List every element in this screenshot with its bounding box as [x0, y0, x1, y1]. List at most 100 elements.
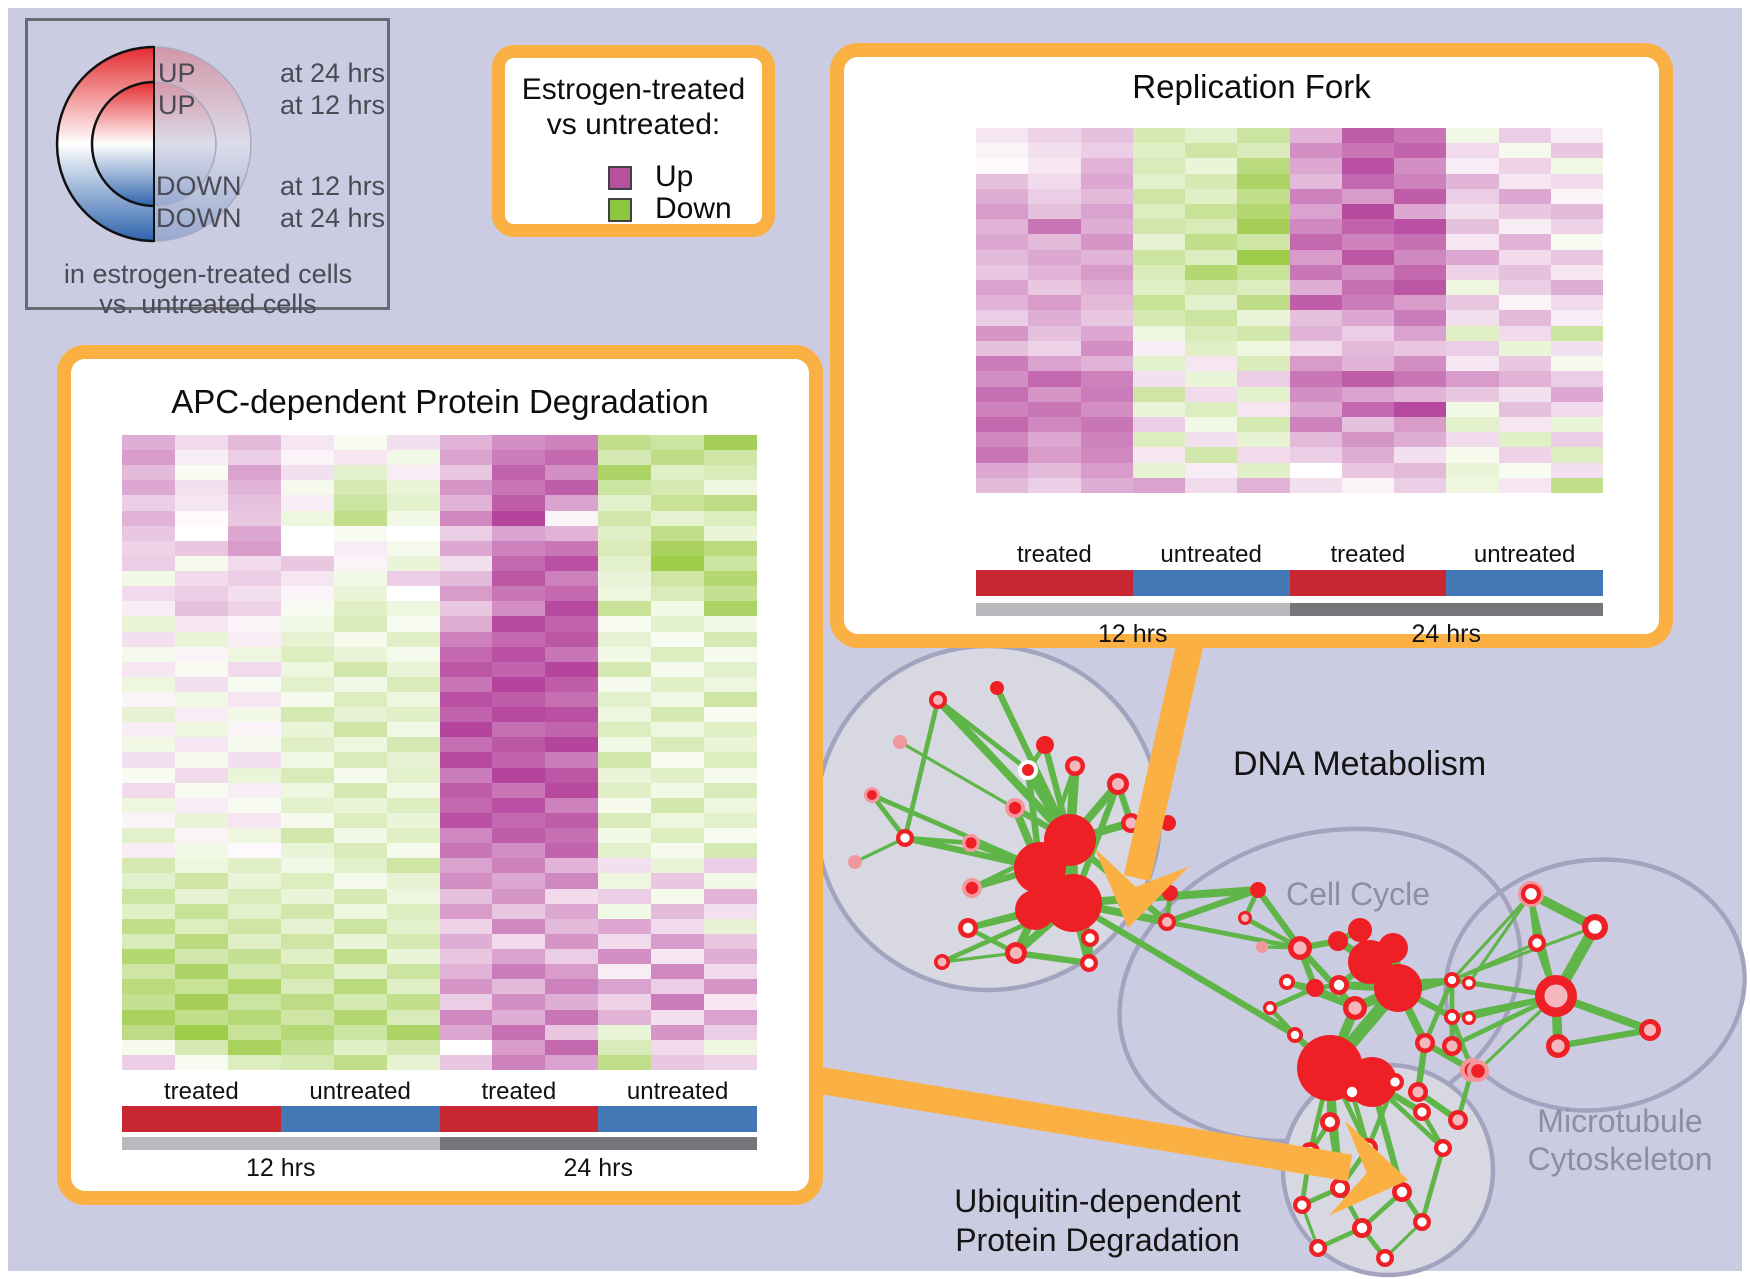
heatmap-cell — [1341, 219, 1394, 235]
heatmap-cell — [1080, 188, 1133, 205]
heatmap-cell — [122, 450, 175, 466]
network-edge — [935, 697, 1031, 773]
heatmap-cell — [386, 843, 440, 859]
heatmap-cell — [386, 797, 440, 813]
heatmap-cell — [333, 964, 387, 980]
heatmap-cell — [1185, 386, 1238, 402]
heatmap-cell — [651, 797, 705, 813]
network-node-center-c14 — [1290, 1030, 1300, 1040]
heatmap-cell — [704, 949, 757, 965]
heatmap-cell — [439, 722, 493, 738]
heatmap-cell — [492, 510, 546, 526]
legend-row-down-24: DOWN — [156, 203, 241, 234]
heatmap-cell — [545, 918, 599, 934]
heatmap-cell — [651, 692, 705, 708]
heatmap-cell — [1132, 386, 1185, 402]
heatmap-cell — [1394, 143, 1447, 159]
network-edge — [1450, 941, 1539, 982]
heatmap-cell — [174, 646, 228, 662]
heatmap-cell — [1237, 219, 1290, 235]
heatmap-cell — [227, 435, 281, 451]
network-edge — [1296, 944, 1359, 1012]
heatmap-cell — [439, 903, 493, 919]
heatmap-cell — [439, 510, 493, 526]
heatmap-cell — [1028, 158, 1081, 174]
heatmap-cell — [976, 234, 1029, 250]
heatmap-cell — [439, 949, 493, 965]
heatmap-cell — [439, 571, 493, 587]
heatmap-cell — [651, 571, 705, 587]
heatmap-cell — [1028, 204, 1081, 220]
heatmap-cell — [1028, 295, 1081, 311]
heatmap-cell — [280, 495, 334, 511]
heatmap-cell — [545, 722, 599, 738]
network-edge — [853, 836, 907, 864]
heatmap-cell — [333, 586, 387, 602]
network-node-center-c15 — [1348, 1001, 1362, 1015]
heatmap-cell — [976, 295, 1029, 311]
network-node-center-d2 — [1022, 764, 1034, 776]
cluster-ellipse-microtubule-cytoskeleton — [1443, 857, 1747, 1113]
microtubule-label-line1: Microtubule — [1537, 1103, 1703, 1139]
heatmap-cell — [598, 752, 652, 768]
heatmap-cell — [439, 767, 493, 783]
heatmap-cell — [492, 858, 546, 874]
heatmap-cell — [1394, 386, 1447, 402]
heatmap-cell — [1237, 280, 1290, 296]
network-edge — [1164, 919, 1303, 951]
heatmap-cell — [1185, 477, 1238, 493]
heatmap-cell — [1394, 447, 1447, 463]
heatmap-cell — [651, 465, 705, 481]
network-node-c2 — [1328, 931, 1348, 951]
heatmap-cell — [651, 722, 705, 738]
heatmap-cell — [598, 676, 652, 693]
heatmap-cell — [1550, 356, 1603, 372]
heatmap-cell — [704, 601, 757, 617]
heatmap-cell — [598, 767, 652, 783]
heatmap-cell — [1080, 462, 1133, 478]
heatmap-cell — [1394, 325, 1447, 341]
heatmap-cell — [545, 555, 599, 572]
network-node-center-c1 — [1293, 941, 1307, 955]
heatmap-cell — [598, 540, 652, 556]
heatmap-cell — [439, 465, 493, 481]
heatmap-cell — [174, 903, 228, 919]
heatmap-cell — [598, 646, 652, 662]
heatmap-cell — [492, 782, 546, 798]
heatmap-cell — [174, 661, 228, 677]
heatmap-cell — [122, 949, 175, 965]
heatmap-cell — [1394, 310, 1447, 326]
heatmap-cell — [598, 903, 652, 919]
heatmap-cell — [1237, 477, 1290, 493]
network-node-center-d5 — [1008, 801, 1022, 815]
heatmap-cell — [976, 188, 1029, 205]
heatmap-cell — [333, 737, 387, 753]
heatmap-cell — [280, 858, 334, 874]
heatmap-cell — [545, 994, 599, 1010]
heatmap-cell — [1341, 249, 1394, 265]
heatmap-cell — [598, 465, 652, 481]
heatmap-cell — [333, 480, 387, 496]
heatmap-cell — [492, 979, 546, 995]
heatmap-cell — [333, 994, 387, 1010]
heatmap-cell — [1289, 295, 1342, 311]
network-edge — [869, 792, 908, 841]
heatmap-cell — [174, 843, 228, 859]
heatmap-cell — [1289, 310, 1342, 326]
heatmap-cell — [174, 949, 228, 965]
time-label-12hrs: 12 hrs — [246, 1154, 316, 1182]
heatmap-cell — [1498, 356, 1551, 372]
heatmap-cell — [1132, 158, 1185, 174]
legend-dir-up24: UP — [158, 58, 196, 88]
heatmap-cell — [545, 1039, 599, 1055]
heatmap-cell — [976, 128, 1029, 144]
heatmap-cell — [439, 737, 493, 753]
heatmap-cell — [492, 555, 546, 572]
heatmap-cell — [1028, 310, 1081, 326]
heatmap-cell — [1446, 310, 1499, 326]
heatmap-cell — [1028, 234, 1081, 250]
heatmap-cell — [227, 465, 281, 481]
heatmap-cell — [976, 143, 1029, 159]
heatmap-cell — [122, 631, 175, 647]
heatmap-cell — [386, 525, 440, 541]
